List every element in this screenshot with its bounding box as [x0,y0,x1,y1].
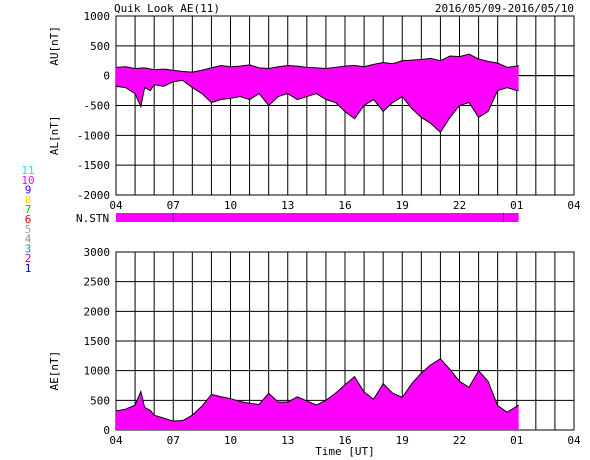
au-al-xtick-label: 10 [224,199,237,212]
au-al-xtick-label: 22 [453,199,466,212]
au-al-xtick-label: 01 [510,199,523,212]
legend-station-7: 7 [25,203,32,216]
ae-area [116,358,519,430]
legend-station-9: 9 [25,184,32,197]
ae-xtick-label: 19 [396,434,409,447]
al-area [116,75,519,133]
au-al-xtick-label: 04 [109,199,123,212]
au-al-xtick-label: 16 [338,199,351,212]
au-al-ytick-label: 0 [103,70,110,83]
ae-ytick-label: 1000 [84,365,111,378]
legend-station-3: 3 [25,242,32,255]
ae-ytick-label: 1500 [84,335,111,348]
au-axis-label: AU[nT] [48,26,61,66]
legend-station-8: 8 [25,193,32,206]
ae-line [115,358,519,422]
legend-station-10: 10 [21,174,34,187]
au-al-ytick-label: -1500 [77,159,110,172]
legend-station-11: 11 [21,164,34,177]
ae-xtick-label: 07 [167,434,180,447]
au-line [115,53,519,73]
station-count-bar [116,213,519,222]
ae-xtick-label: 04 [109,434,123,447]
legend-station-6: 6 [25,213,32,226]
legend-station-4: 4 [25,233,32,246]
ae-ytick-label: 2500 [84,276,111,289]
legend-station-1: 1 [25,262,32,275]
date-range: 2016/05/09-2016/05/10 [435,2,574,15]
ae-xtick-label: 01 [510,434,523,447]
ae-xtick-label: 04 [567,434,581,447]
ae-xtick-label: 13 [281,434,294,447]
ae-xtick-label: 22 [453,434,466,447]
legend-station-2: 2 [25,252,32,265]
ae-ytick-label: 0 [103,424,110,437]
ae-ytick-label: 500 [90,394,110,407]
au-al-ytick-label: 500 [90,40,110,53]
al-line [115,79,519,134]
ae-xtick-label: 10 [224,434,237,447]
au-al-frame [115,15,575,196]
ae-xtick-label: 16 [338,434,351,447]
au-al-ytick-label: -1000 [77,129,110,142]
au-al-xtick-label: 13 [281,199,294,212]
ae-axis-label: AE[nT] [48,351,61,391]
legend-station-5: 5 [25,223,32,236]
chart-title: Quik Look AE(11) [114,2,220,15]
station-count-panel: N.STN [76,212,519,225]
au-al-ytick-label: 1000 [84,10,111,23]
ae-ytick-label: 2000 [84,305,111,318]
au-al-ytick-label: -2000 [77,189,110,202]
au-al-ytick-label: -500 [84,100,111,113]
au-al-xtick-label: 19 [396,199,409,212]
au-area [116,54,519,76]
ae-ytick-label: 3000 [84,246,111,259]
au-al-xtick-label: 04 [567,199,581,212]
station-count-label: N.STN [76,212,109,225]
al-axis-label: AL[nT] [48,115,61,155]
au-al-xtick-label: 07 [167,199,180,212]
time-axis-label: Time [UT] [315,445,375,458]
